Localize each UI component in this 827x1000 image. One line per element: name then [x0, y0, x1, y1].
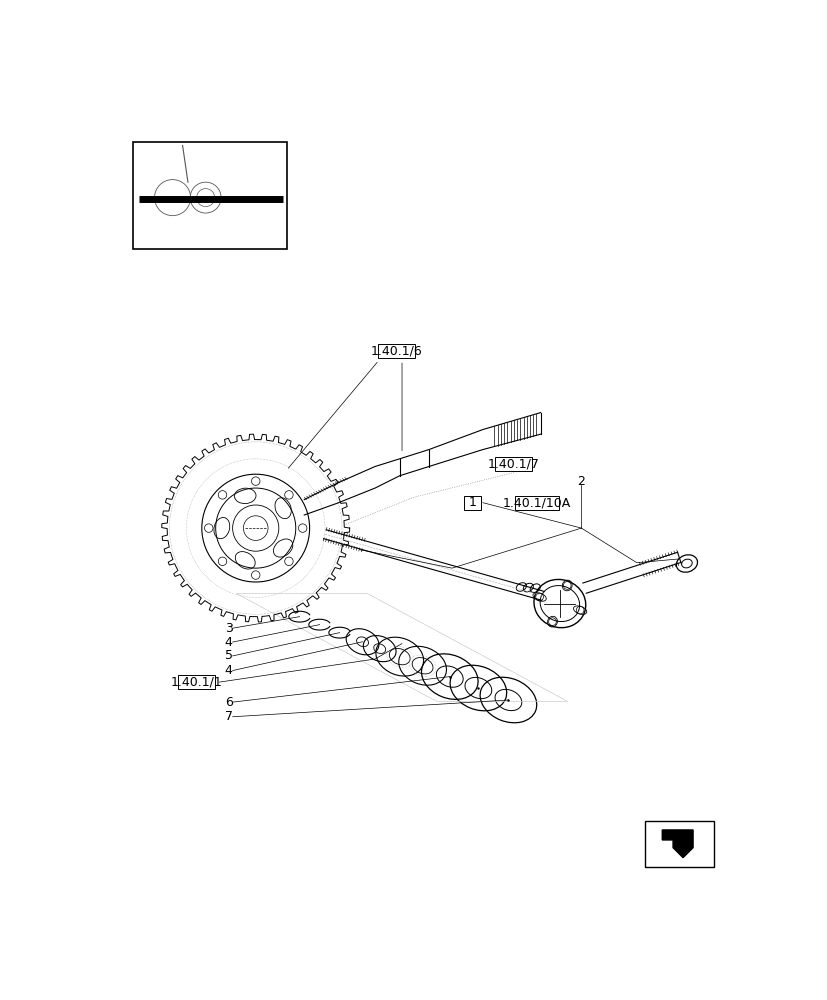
Bar [514, 496, 558, 510]
Text: 3: 3 [224, 622, 232, 635]
Text: 6: 6 [224, 696, 232, 709]
Bar [178, 675, 214, 689]
Text: 1.40.1/10A: 1.40.1/10A [502, 496, 570, 509]
Text: 1: 1 [468, 496, 476, 509]
Bar [378, 344, 414, 358]
Text: 7: 7 [224, 710, 232, 723]
Polygon shape [662, 830, 692, 858]
Text: 5: 5 [224, 649, 232, 662]
Bar [132, 142, 286, 249]
Text: 1.40.1/1: 1.40.1/1 [170, 676, 222, 689]
Text: 2: 2 [576, 475, 585, 488]
Bar [495, 457, 532, 471]
Text: 4: 4 [224, 664, 232, 677]
Text: 1.40.1/6: 1.40.1/6 [370, 344, 422, 358]
Text: 4: 4 [224, 636, 232, 649]
Bar [464, 496, 480, 510]
Bar [643, 821, 713, 867]
Text: 1.40.1/7: 1.40.1/7 [487, 458, 539, 471]
